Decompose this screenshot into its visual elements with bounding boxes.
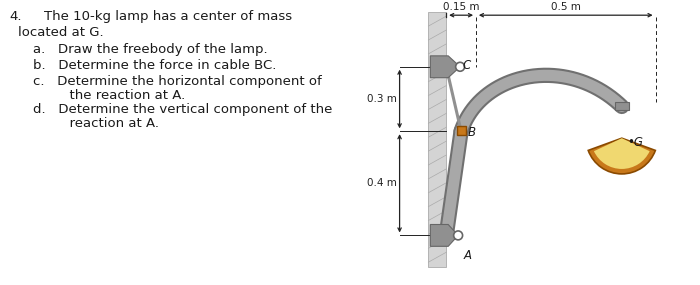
Polygon shape xyxy=(430,56,460,78)
Text: 0.3 m: 0.3 m xyxy=(367,94,397,104)
Text: the reaction at A.: the reaction at A. xyxy=(45,89,186,101)
Text: A: A xyxy=(464,249,472,262)
Text: b.   Determine the force in cable BC.: b. Determine the force in cable BC. xyxy=(33,59,276,72)
Text: C: C xyxy=(462,59,470,72)
Polygon shape xyxy=(430,225,458,246)
Text: 0.15 m: 0.15 m xyxy=(443,2,480,12)
Text: reaction at A.: reaction at A. xyxy=(45,117,160,130)
Text: •G: •G xyxy=(626,136,643,149)
Text: 0.5 m: 0.5 m xyxy=(551,2,581,12)
Text: 4.: 4. xyxy=(10,10,22,23)
Circle shape xyxy=(454,231,463,240)
Text: d.   Determine the vertical component of the: d. Determine the vertical component of t… xyxy=(33,103,332,117)
Wedge shape xyxy=(594,138,650,169)
Bar xyxy=(457,126,466,135)
Text: The 10-kg lamp has a center of mass: The 10-kg lamp has a center of mass xyxy=(45,10,293,23)
Text: B: B xyxy=(468,126,476,139)
Text: a.   Draw the freebody of the lamp.: a. Draw the freebody of the lamp. xyxy=(33,43,267,56)
Text: 0.4 m: 0.4 m xyxy=(367,178,397,188)
Bar xyxy=(615,103,629,110)
Polygon shape xyxy=(428,12,446,267)
Text: located at G.: located at G. xyxy=(18,26,104,39)
Circle shape xyxy=(456,62,465,71)
Wedge shape xyxy=(588,138,655,174)
Text: c.   Determine the horizontal component of: c. Determine the horizontal component of xyxy=(33,75,321,88)
